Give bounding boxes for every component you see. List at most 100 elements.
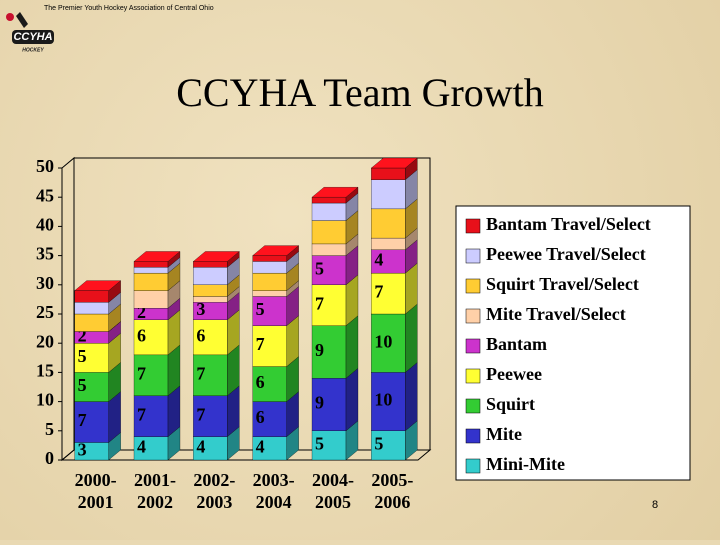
bar-segment [252,325,287,367]
bar-segment [193,296,228,303]
bar-segment [74,372,109,402]
x-tick-label: 2004-2005 [312,470,354,512]
page-number: 8 [652,499,658,511]
logo-subtext: HOCKEY [22,47,44,53]
x-tick-label: 2000-2001 [75,470,117,512]
y-tick-label: 40 [36,215,54,235]
legend-label: Peewee [486,364,542,384]
legend-swatch [465,218,481,234]
y-tick-label: 35 [36,244,54,264]
data-label: 5 [315,258,324,278]
data-label: 6 [256,407,265,427]
logo-figure [16,12,28,28]
y-tick-label: 5 [45,419,54,439]
legend-label: Mite Travel/Select [486,304,626,324]
bar-segment [371,167,406,180]
legend-box [455,205,691,481]
bar-segment [371,272,406,315]
y-tick-label: 30 [36,273,54,293]
data-label: 6 [137,325,146,345]
bar-segment [371,179,406,210]
bar-segment [133,267,169,274]
x-tick-line: 2005 [315,492,351,512]
x-tick-line: 2005- [371,470,413,490]
bar-segment [193,284,228,297]
data-label: 7 [137,404,146,424]
floor [60,449,432,461]
data-label: 6 [256,372,265,392]
bar-segment [311,430,347,461]
x-tick-line: 2006 [374,492,410,512]
data-label: 9 [315,393,324,413]
data-label: 7 [196,363,205,383]
side-wall [61,156,75,462]
bar-segment [371,430,406,461]
x-tick-line: 2004- [312,470,354,490]
bar-segment [311,197,347,204]
bar-segment [371,313,406,373]
bar-segment [311,378,347,431]
legend-label: Mini-Mite [486,454,565,474]
legend-swatch [465,458,481,474]
bar-segment [74,290,109,303]
legend-label: Mite [486,424,522,444]
legend-swatch [465,308,481,324]
x-tick-label: 2002-2003 [193,470,235,512]
bar-side [345,367,359,432]
legend-swatch [465,278,481,294]
x-tick-line: 2002 [137,492,173,512]
bar-segment [371,372,406,431]
data-label: 10 [374,390,392,410]
chart-title: CCYHA Team Growth [176,70,544,115]
bar-segment [133,272,169,291]
legend-label: Squirt Travel/Select [486,274,639,294]
x-tick-label: 2003-2004 [253,470,295,512]
legend-swatch [465,338,481,354]
x-tick-line: 2001 [78,492,114,512]
legend-label: Bantam Travel/Select [486,214,651,234]
x-tick-line: 2000- [75,470,117,490]
bar-side [345,315,359,379]
data-label: 5 [78,346,87,366]
logo-star [6,13,14,21]
bar-segment [252,261,287,274]
bar-segment [193,319,228,356]
data-label: 5 [315,434,324,454]
bar-top [74,280,122,291]
x-tick-line: 2002- [193,470,235,490]
x-tick-label: 2005-2006 [371,470,413,512]
x-tick-line: 2004 [256,492,292,512]
bar-segment [74,302,109,315]
data-label: 4 [137,436,146,456]
x-tick-line: 2001- [134,470,176,490]
y-tick-label: 0 [45,448,54,468]
data-label: 7 [78,410,87,430]
y-tick-label: 50 [36,156,54,176]
logo: CCYHA HOCKEY [6,12,54,53]
x-tick-line: 2003 [196,492,232,512]
bar-segment [252,290,287,297]
bar-top [311,187,359,198]
bar-segment [193,395,228,437]
data-label: 3 [78,439,87,459]
bar-segment [133,354,169,396]
bar-segment [133,395,169,437]
data-label: 4 [374,250,383,270]
legend-swatch [465,368,481,384]
data-label: 9 [315,340,324,360]
bar-top [252,245,300,256]
data-label: 7 [315,293,324,313]
x-tick-label: 2001-2002 [134,470,176,512]
header-tagline: The Premier Youth Hockey Association of … [44,5,214,12]
logo-badge [12,30,54,44]
bar-segment [133,290,169,309]
bar-segment [74,343,109,373]
bar-segment [252,255,287,262]
bar-top [192,251,240,262]
bar-segment [252,272,287,291]
bar-segment [193,261,228,268]
data-label: 5 [256,299,265,319]
data-label: 7 [374,282,383,302]
